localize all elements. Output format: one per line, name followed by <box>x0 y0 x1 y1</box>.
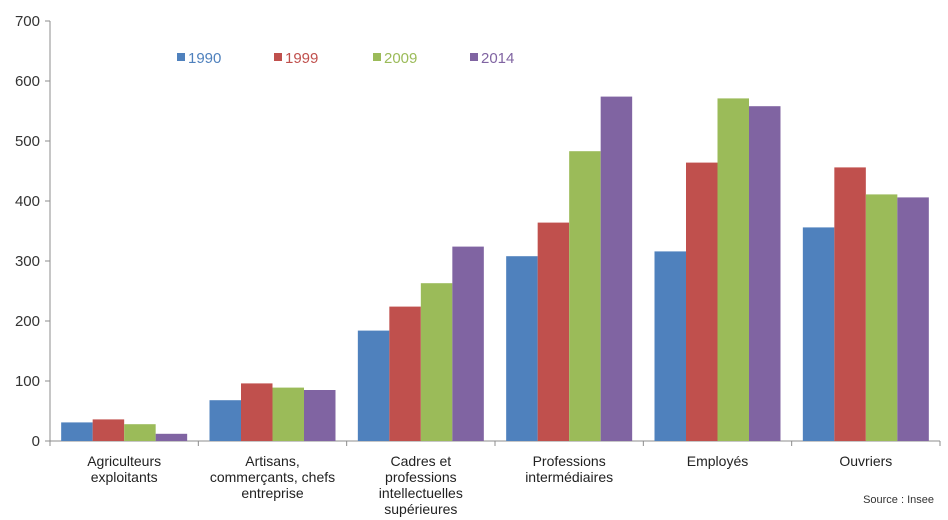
bar-2014-4 <box>600 96 633 441</box>
y-tick-label: 400 <box>15 193 40 210</box>
bar-1999-3 <box>389 306 421 441</box>
legend-label: 1990 <box>188 50 221 67</box>
bar-2009-4 <box>569 151 601 441</box>
legend-swatch <box>470 53 478 61</box>
y-axis-ticks: 0 100 200 300 400 500 600 700 <box>15 13 50 450</box>
legend-label: 2009 <box>384 50 417 67</box>
y-tick-label: 500 <box>15 133 40 150</box>
legend-swatch <box>177 53 185 61</box>
y-tick-label: 300 <box>15 253 40 270</box>
bar-1990-1 <box>61 422 93 441</box>
bar-1999-2 <box>241 383 273 441</box>
legend-swatch <box>373 53 381 61</box>
y-tick-label: 0 <box>32 433 40 450</box>
x-axis-labels: Agriculteurs exploitants Artisans, commerça… <box>87 453 892 517</box>
bar-1990-2 <box>209 400 241 441</box>
source-note: Source : Insee <box>863 494 934 506</box>
y-tick-label: 600 <box>15 73 40 90</box>
bar-2009-6 <box>865 194 898 441</box>
x-category-label: Cadres et professions intellectuelles supér… <box>379 453 463 517</box>
x-category-label: Employés <box>687 453 748 469</box>
x-category-label: Ouvriers <box>839 453 892 469</box>
x-category-label: Artisans, commerçants, chefs entreprise <box>210 453 335 501</box>
bar-1999-4 <box>537 222 570 441</box>
bar-2014-2 <box>304 390 336 441</box>
bar-2014-1 <box>155 433 188 441</box>
bar-1999-5 <box>686 162 718 441</box>
bar-1999-1 <box>92 419 125 441</box>
y-tick-label: 100 <box>15 373 40 390</box>
bar-1990-3 <box>357 330 390 441</box>
legend-label: 2014 <box>481 50 514 67</box>
bar-1990-5 <box>654 251 686 441</box>
y-tick-label: 700 <box>15 13 40 30</box>
bars <box>61 96 929 442</box>
bar-2009-5 <box>717 98 749 442</box>
bar-2009-2 <box>272 387 304 441</box>
legend-label: 1999 <box>285 50 318 67</box>
legend-swatch <box>274 53 282 61</box>
bar-2009-1 <box>124 424 156 441</box>
axes <box>49 21 941 446</box>
y-tick-label: 200 <box>15 313 40 330</box>
bar-2009-3 <box>420 283 453 441</box>
x-category-label: Professions intermédiaires <box>525 453 613 485</box>
bar-2014-3 <box>452 246 484 441</box>
bar-2014-6 <box>897 197 929 441</box>
x-category-label: Agriculteurs exploitants <box>87 453 161 485</box>
bar-2014-5 <box>749 106 781 441</box>
bar-1990-4 <box>506 256 538 441</box>
legend: 1990 1999 2009 2014 <box>177 50 514 67</box>
bar-1999-6 <box>834 167 866 441</box>
bar-1990-6 <box>802 227 835 441</box>
